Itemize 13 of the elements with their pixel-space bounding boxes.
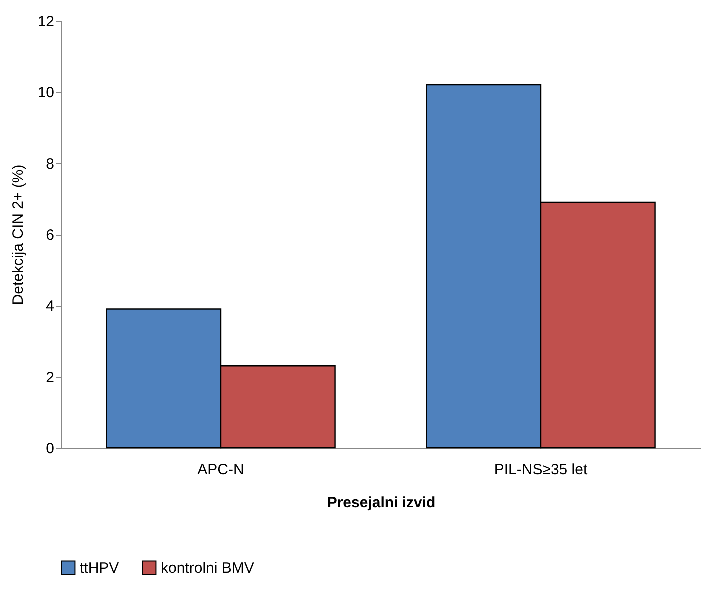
- x-tick-label: PIL-NS≥35 let: [494, 462, 588, 478]
- y-tick-label: 10: [38, 84, 54, 102]
- legend-label: ttHPV: [80, 560, 120, 577]
- y-tick-label: 4: [46, 298, 54, 316]
- y-tick-label: 12: [38, 14, 54, 30]
- y-tick-label: 0: [46, 440, 54, 458]
- x-axis-title: Presejalni izvid: [327, 494, 436, 512]
- x-tick-label: APC-N: [198, 462, 244, 478]
- y-tick-label: 6: [46, 227, 54, 244]
- y-tick-label: 8: [46, 156, 54, 173]
- legend-label: kontrolni BMV: [161, 560, 254, 577]
- y-axis-title: Detekcija CIN 2+ (%): [10, 164, 27, 306]
- y-tick-label: 2: [46, 369, 54, 386]
